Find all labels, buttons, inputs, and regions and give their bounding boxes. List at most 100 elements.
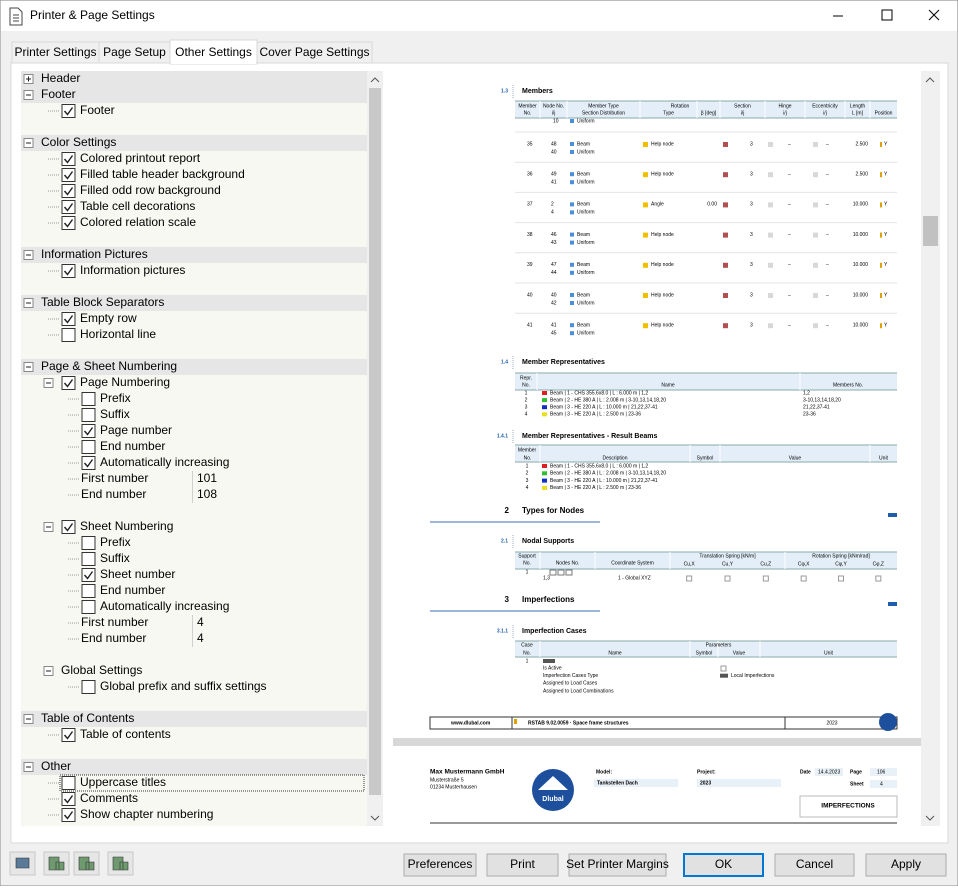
checkbox[interactable] [61,312,76,326]
swatch [880,293,882,298]
option-value: 108 [197,487,217,501]
cell-text: No. [524,455,532,461]
logo [879,713,897,731]
swatch [768,323,773,329]
checkbox[interactable] [61,728,76,742]
swatch [768,172,773,178]
cover-field [815,768,843,776]
group-label: Footer [41,87,76,101]
scroll-up[interactable] [925,77,935,83]
option-label: Horizontal line [80,327,156,341]
button[interactable] [683,853,764,877]
tab-label: Cover Page Settings [259,45,369,59]
scroll-up[interactable] [370,77,380,83]
cover-value: Tankstellen Dach [597,780,638,786]
button-label: Preferences [408,857,473,871]
checkbox[interactable] [81,536,96,550]
cell-text: 21,22,37-41 [803,405,830,411]
checkbox[interactable] [81,584,96,598]
title-bar [1,1,957,31]
scroll-down[interactable] [925,815,935,821]
cell-box [800,575,807,582]
tab[interactable] [256,41,373,64]
cell-text: 40 [551,149,557,155]
option-label: End number [100,439,165,453]
button[interactable] [865,853,947,877]
group-label: Other [41,759,71,773]
cell-text: 39 [527,262,533,268]
tab-label: Page Setup [103,45,166,59]
cell-text: 35 [527,141,533,147]
checkbox[interactable] [61,808,76,822]
button-label: Set Printer Margins [566,857,669,871]
option-label: Page number [100,423,172,437]
swatch [768,262,773,268]
checkbox[interactable] [61,216,76,230]
scrollbar-thumb [923,216,938,246]
cell-text: 23-36 [803,412,816,418]
swatch [723,202,728,208]
chapter-icon [888,602,897,606]
cell-text: Help node [651,323,674,329]
swatch [880,323,882,329]
checkbox[interactable] [61,184,76,198]
cell-text: 3 [750,292,753,298]
checkbox[interactable] [81,392,96,406]
cell-text: 3 [750,323,753,329]
swatch [542,464,547,468]
swatch [542,412,547,417]
checkbox[interactable] [81,680,96,694]
cell-box [565,569,573,576]
cell-text: Uniform [577,210,595,216]
button[interactable] [568,853,667,877]
cell-text: 10 [553,118,559,124]
checkbox[interactable] [81,568,96,582]
swatch [542,478,547,483]
company: Max Mustermann GmbH [430,769,505,776]
scroll-down[interactable] [370,815,380,821]
cell-text: Imperfection Cases Type [543,673,598,679]
checkbox[interactable] [61,152,76,166]
checkbox[interactable] [61,328,76,342]
swatch [880,142,882,147]
checkbox[interactable] [61,168,76,182]
checkbox[interactable] [61,520,76,534]
swatch [813,142,818,147]
checkbox[interactable] [61,776,76,790]
table-header [515,641,897,657]
checkbox[interactable] [61,200,76,214]
swatch [570,172,574,177]
option-label: Show chapter numbering [80,807,213,821]
button-label: Cancel [796,857,833,871]
check-mark [83,427,94,436]
checkbox[interactable] [61,376,76,390]
cell-text: 1,3 [543,575,550,581]
checkbox[interactable] [61,264,76,278]
option-label: Information pictures [80,263,185,277]
cell-text: Uniform [577,331,595,337]
maximize-button[interactable] [881,9,893,21]
check-mark [63,171,74,180]
cell-text: Help node [651,232,674,238]
button[interactable] [486,853,559,877]
close-button[interactable] [928,9,940,21]
button[interactable] [774,853,855,877]
cell-text: – [826,202,829,208]
check-mark [63,315,74,324]
section-title: Imperfection Cases [522,628,587,635]
button[interactable] [403,853,477,877]
checkbox[interactable] [81,424,96,438]
checkbox[interactable] [81,552,96,566]
checkbox[interactable] [61,792,76,806]
chapter-number: 2 [505,506,510,515]
group-label: Information Pictures [41,247,148,261]
checkbox[interactable] [61,104,76,118]
checkbox[interactable] [81,440,96,454]
checkbox[interactable] [81,600,96,614]
cell-text: 1 [526,658,529,664]
tab-label: Other Settings [175,45,252,59]
button-label: OK [715,857,732,871]
group-header [21,71,367,87]
checkbox[interactable] [81,456,96,470]
checkbox[interactable] [81,408,96,422]
